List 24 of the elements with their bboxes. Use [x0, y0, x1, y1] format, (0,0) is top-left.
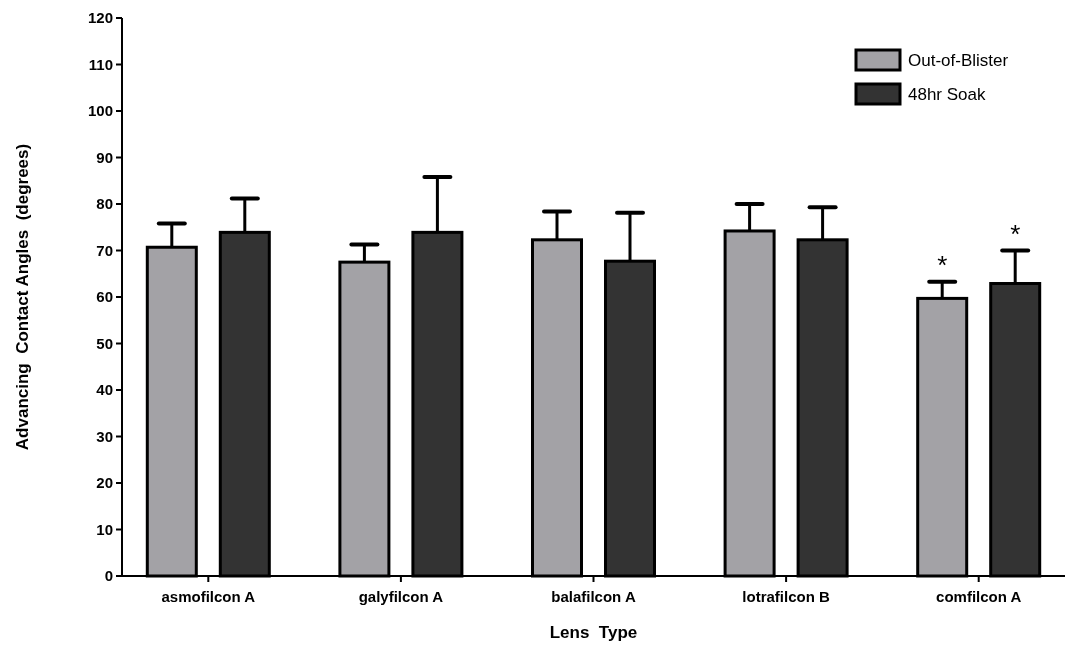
y-tick-label: 110: [88, 55, 113, 73]
x-tick-label: lotrafilcon B: [742, 588, 831, 605]
x-axis-title: Lens Type: [549, 623, 638, 642]
annotation: *: [1010, 219, 1021, 250]
y-tick-label: 120: [87, 9, 113, 27]
y-tick-label: 100: [87, 102, 113, 120]
y-axis-title: Advancing Contact Angles (degrees): [13, 143, 32, 451]
x-tick-label: balafilcon A: [551, 588, 636, 605]
y-tick-label: 40: [96, 381, 113, 399]
y-tick-label: 60: [96, 288, 113, 306]
x-tick-label: comfilcon A: [936, 588, 1022, 605]
y-tick-label: 0: [104, 567, 113, 585]
x-tick-label: galyfilcon A: [358, 588, 444, 605]
y-tick-label: 30: [96, 427, 113, 445]
y-tick-label: 70: [96, 241, 113, 259]
legend-label: Out-of-Blister: [908, 50, 1009, 70]
legend-label: 48hr Soak: [908, 84, 986, 104]
annotation: *: [937, 250, 948, 281]
y-tick-label: 50: [96, 334, 113, 352]
y-tick-label: 90: [96, 148, 113, 166]
y-tick-label: 10: [96, 520, 113, 538]
y-tick-label: 80: [96, 195, 113, 213]
x-tick-label: asmofilcon A: [161, 588, 256, 605]
y-tick-label: 20: [96, 474, 113, 492]
